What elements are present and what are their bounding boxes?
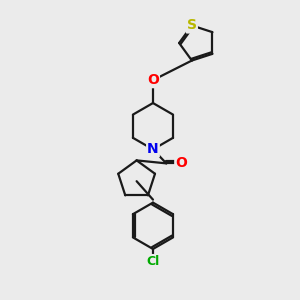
Text: Cl: Cl xyxy=(146,255,160,268)
Text: N: N xyxy=(147,142,159,156)
Text: S: S xyxy=(187,19,197,32)
Text: O: O xyxy=(175,156,187,170)
Text: O: O xyxy=(147,73,159,87)
